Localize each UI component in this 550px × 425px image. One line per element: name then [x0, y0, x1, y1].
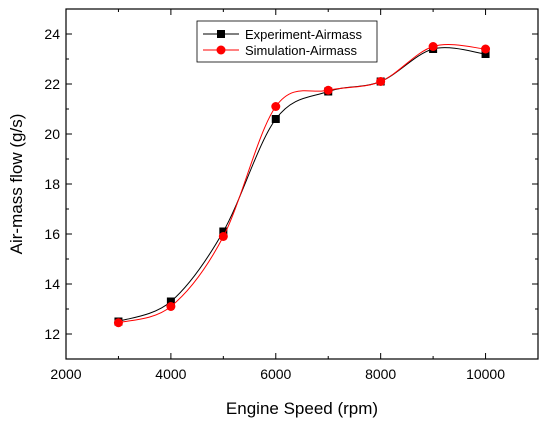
series-simulation-airmass	[113, 42, 491, 328]
y-tick-label: 12	[44, 326, 60, 342]
data-point-circle	[376, 77, 386, 86]
y-tick-label: 20	[44, 126, 60, 142]
series-line	[118, 47, 486, 322]
y-tick-label: 16	[44, 226, 60, 242]
legend-marker-circle	[216, 45, 226, 55]
data-point-square	[219, 227, 228, 236]
data-point-circle	[428, 42, 438, 51]
x-tick-label: 2000	[50, 366, 81, 382]
y-tick-label: 18	[44, 176, 60, 192]
legend-label: Experiment-Airmass	[245, 27, 363, 42]
legend-box	[196, 20, 378, 63]
legend-marker-square	[217, 30, 225, 38]
legend-label: Simulation-Airmass	[245, 43, 357, 58]
series-line	[118, 44, 486, 324]
series-layer	[113, 42, 491, 328]
plot-area	[65, 8, 539, 360]
x-axis-title: Engine Speed (rpm)	[226, 399, 378, 418]
x-tick-label: 8000	[365, 366, 396, 382]
x-tick-label: 6000	[260, 366, 291, 382]
y-tick-label: 24	[44, 26, 60, 42]
data-point-circle	[218, 232, 228, 241]
data-point-circle	[481, 44, 491, 54]
data-point-square	[166, 297, 175, 306]
data-point-circle	[166, 302, 176, 311]
data-point-circle	[323, 85, 333, 95]
data-point-circle	[113, 318, 123, 328]
x-axis: 2000 4000 6000 8000 10000	[50, 9, 539, 382]
y-tick-label: 14	[44, 276, 60, 292]
y-tick-label: 22	[44, 76, 60, 92]
y-axis: 12 14 16 18 20 22 24	[44, 8, 538, 360]
y-axis-title: Air-mass flow (g/s)	[7, 114, 26, 255]
data-point-square	[481, 50, 490, 58]
data-point-square	[271, 115, 280, 123]
x-tick-label: 10000	[466, 366, 505, 382]
x-tick-label: 4000	[155, 366, 186, 382]
data-point-circle	[271, 102, 281, 111]
